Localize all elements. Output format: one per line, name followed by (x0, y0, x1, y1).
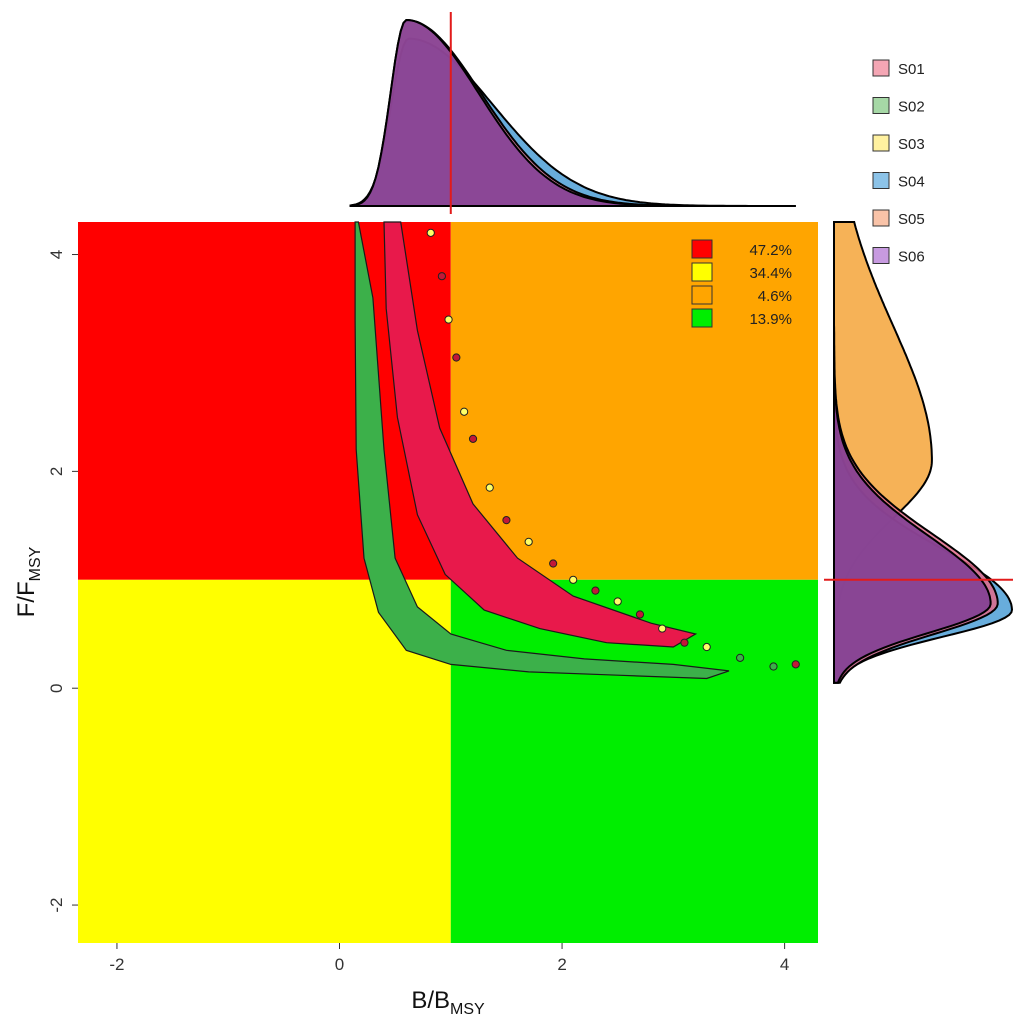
scatter-point (736, 653, 745, 662)
scatter-point (485, 483, 494, 492)
y-tick-label: 4 (47, 250, 66, 259)
top-density-S06 (349, 18, 796, 207)
scatter-point (658, 624, 667, 633)
series-swatch-S01 (872, 59, 890, 77)
percent-swatch (691, 239, 713, 259)
percent-label: 34.4% (749, 265, 792, 282)
scatter-point (680, 638, 689, 647)
quadrant-percent-legend: 47.2% 34.4% 4.6% 13.9% (691, 239, 792, 328)
right-density-S06 (833, 222, 992, 684)
scatter-point (791, 660, 800, 669)
x-axis-title: B/BMSY (411, 987, 485, 1018)
axis-ticks: -2 0 2 4 -2 0 2 4 (47, 250, 789, 974)
x-tick-label: 2 (557, 955, 566, 974)
scatter-outliers (426, 228, 800, 671)
x-tick-label: 0 (335, 955, 344, 974)
scatter-point (569, 575, 578, 584)
series-swatch-S06 (872, 247, 890, 264)
series-label-S06: S06 (898, 249, 925, 266)
scatter-point (437, 272, 446, 281)
percent-label: 47.2% (749, 242, 792, 259)
scatter-point (468, 434, 478, 443)
percent-label: 4.6% (758, 288, 792, 305)
series-label-S03: S03 (898, 136, 925, 153)
scatter-point (613, 597, 622, 606)
scatter-point (702, 642, 711, 652)
series-swatch-S02 (872, 97, 890, 114)
scatter-point (549, 559, 558, 568)
scatter-point (460, 407, 469, 416)
green-cloud (354, 221, 730, 680)
series-swatch-S05 (872, 209, 890, 227)
y-tick-label: 0 (47, 683, 66, 692)
scatter-point (635, 610, 645, 619)
series-swatch-S04 (872, 172, 890, 189)
quadrant-top-right (450, 222, 818, 580)
percent-swatch (691, 308, 713, 328)
series-swatch-S03 (872, 134, 890, 152)
scatter-point (502, 516, 511, 525)
scatter-point (444, 315, 453, 324)
right-marginal-density (824, 221, 1013, 684)
scatter-clouds (354, 221, 730, 680)
percent-swatch (691, 262, 713, 282)
quadrant-backgrounds (78, 222, 818, 943)
series-label-S01: S01 (898, 61, 925, 78)
series-label-S05: S05 (898, 211, 925, 228)
red-cloud (383, 221, 698, 648)
y-tick-label: 2 (47, 467, 66, 476)
series-legend: S01 S02 S03 S04 S05 S06 (872, 59, 925, 266)
scatter-point (426, 228, 435, 237)
quadrant-bottom-left (78, 579, 451, 943)
y-tick-label: -2 (47, 897, 66, 912)
series-label-S04: S04 (898, 174, 925, 191)
scatter-point (524, 537, 533, 546)
percent-swatch (691, 285, 713, 305)
x-tick-label: 4 (780, 955, 789, 974)
series-label-S02: S02 (898, 99, 925, 116)
scatter-point (591, 586, 600, 595)
x-tick-label: -2 (109, 955, 124, 974)
percent-label: 13.9% (749, 311, 792, 328)
y-axis-title: F/FMSY (13, 546, 44, 617)
scatter-point (452, 353, 461, 362)
top-marginal-density (349, 12, 796, 214)
scatter-point (769, 662, 778, 671)
